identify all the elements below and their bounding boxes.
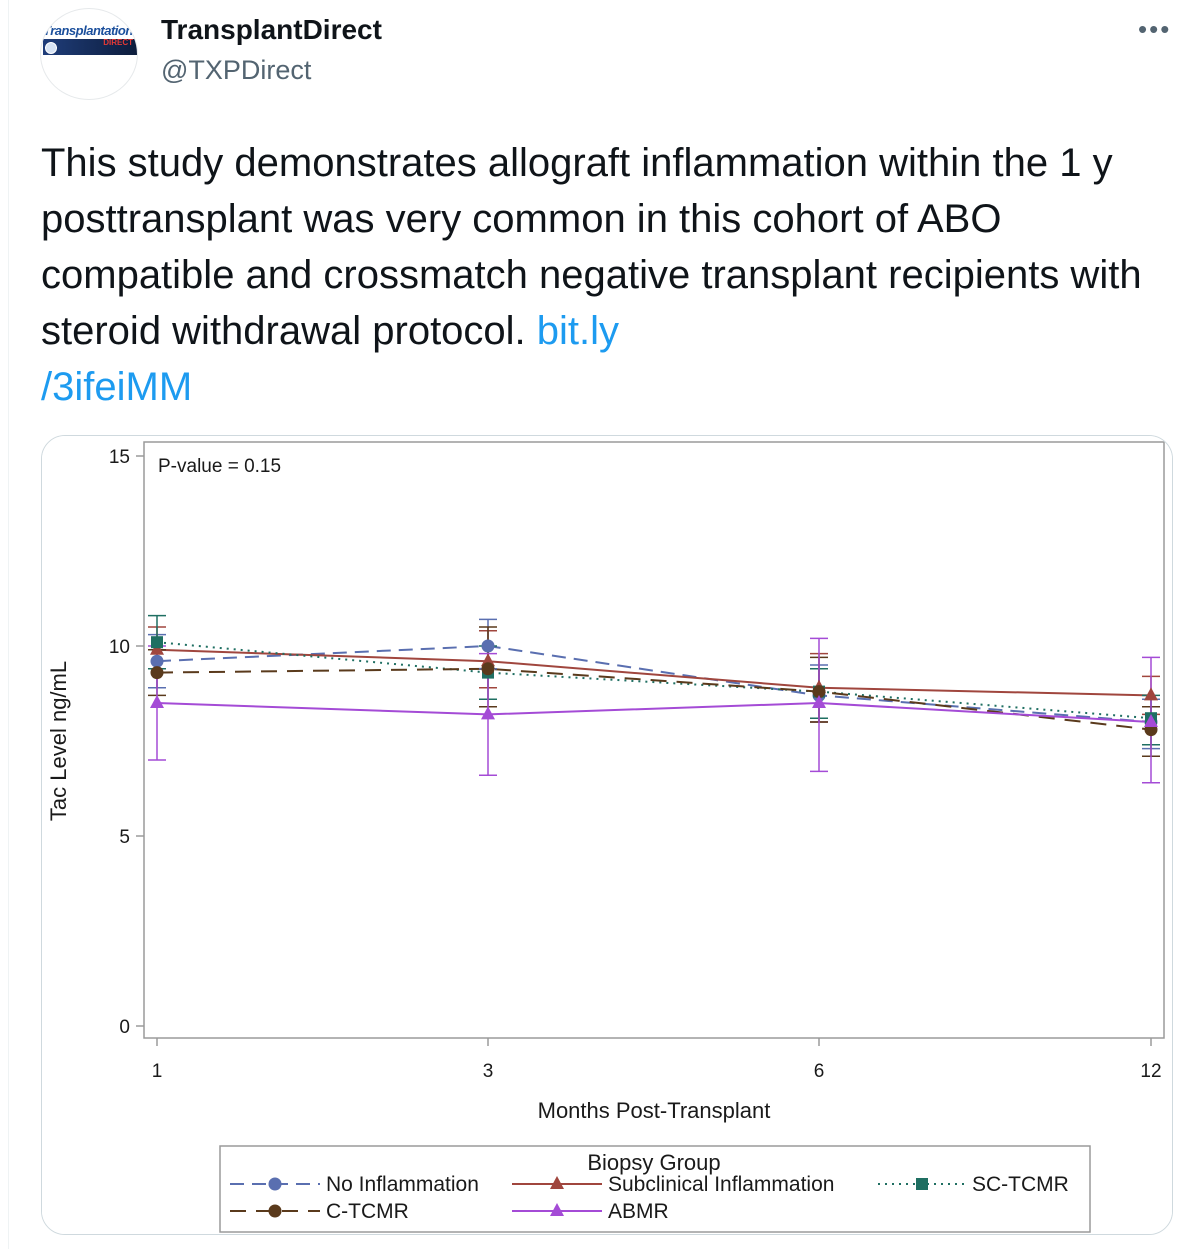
more-horizontal-icon[interactable]: •••	[1138, 14, 1172, 44]
tweet-text: This study demonstrates allograft inflam…	[41, 135, 1191, 415]
legend-title: Biopsy Group	[587, 1150, 720, 1175]
avatar-logo-bar	[43, 39, 137, 55]
display-name[interactable]: TransplantDirect	[161, 14, 382, 45]
data-point-abmr	[150, 695, 164, 708]
media-card[interactable]: P-value = 0.15 Months Post-Transplant Ta…	[41, 435, 1173, 1235]
legend-label-sc-tcmr: SC-TCMR	[972, 1173, 1069, 1196]
data-point-sc-tcmr	[151, 636, 163, 649]
data-point-subclinical-inflammation	[150, 641, 164, 655]
x-tick-label: 1	[152, 1061, 163, 1082]
y-tick-label: 10	[109, 637, 130, 658]
legend-marker-c-tcmr	[268, 1204, 282, 1218]
data-point-c-tcmr	[150, 666, 164, 680]
avatar-logo-subtext: DIRECT	[103, 38, 133, 47]
tweet-body: This study demonstrates allograft inflam…	[41, 141, 1142, 353]
tweet-link[interactable]: bit.ly/3ifeiMM	[41, 309, 619, 409]
data-point-c-tcmr	[812, 685, 826, 699]
avatar-logo-icon	[45, 42, 57, 54]
chart: P-value = 0.15 Months Post-Transplant Ta…	[42, 436, 1172, 1234]
y-tick-label: 15	[109, 447, 130, 468]
x-axis-title: Months Post-Transplant	[538, 1098, 771, 1123]
legend-label-c-tcmr: C-TCMR	[326, 1200, 409, 1223]
x-tick-label: 3	[483, 1061, 494, 1082]
tweet-link-part1: bit.ly	[536, 309, 620, 353]
legend-label-no-inflammation: No Inflammation	[326, 1173, 479, 1196]
legend-marker-sc-tcmr	[916, 1178, 928, 1190]
data-point-c-tcmr	[481, 662, 495, 676]
y-axis-title: Tac Level ng/mL	[46, 661, 71, 821]
tweet-link-part2: /3ifeiMM	[41, 365, 193, 409]
legend-label-abmr: ABMR	[608, 1200, 669, 1223]
legend-box	[219, 1145, 1091, 1233]
avatar[interactable]: Transplantation DIRECT	[40, 8, 138, 100]
data-point-subclinical-inflammation	[1144, 687, 1158, 701]
data-point-abmr	[1144, 714, 1158, 727]
avatar-logo-text: Transplantation	[43, 23, 133, 38]
legend-label-subclinical-inflammation: Subclinical Inflammation	[608, 1173, 834, 1196]
series-line-abmr	[156, 701, 1152, 723]
y-tick-label: 0	[119, 1017, 130, 1038]
series-line-subclinical-inflammation	[156, 648, 1152, 697]
legend-marker-no-inflammation	[268, 1177, 282, 1191]
p-value-annotation: P-value = 0.15	[158, 456, 281, 477]
data-point-abmr	[481, 706, 495, 720]
y-tick-label: 5	[119, 827, 130, 848]
timeline-divider	[8, 0, 9, 1249]
legend-marker-subclinical-inflammation	[550, 1176, 564, 1189]
series-line-sc-tcmr	[156, 641, 1152, 720]
user-handle[interactable]: @TXPDirect	[161, 55, 312, 85]
legend-marker-abmr	[550, 1203, 564, 1216]
data-point-no-inflammation	[150, 654, 164, 668]
data-point-subclinical-inflammation	[481, 653, 495, 667]
series-line-c-tcmr	[156, 667, 1152, 731]
data-point-abmr	[812, 695, 826, 708]
data-point-no-inflammation	[481, 639, 495, 653]
x-tick-label: 12	[1140, 1061, 1161, 1082]
plot-frame	[143, 441, 1165, 1039]
x-tick-label: 6	[814, 1061, 825, 1082]
series-line-no-inflammation	[156, 644, 1152, 723]
